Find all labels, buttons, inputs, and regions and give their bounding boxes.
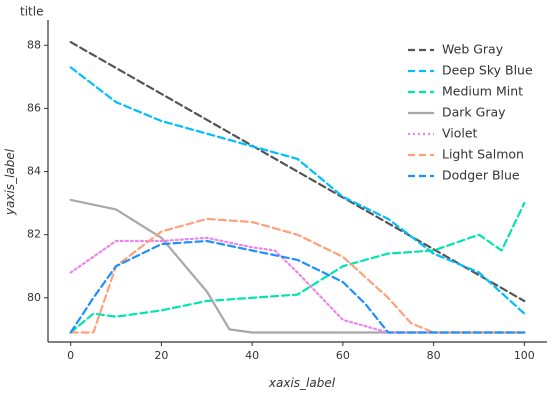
legend-label-medium-mint: Medium Mint <box>442 84 523 99</box>
x-tick-label: 40 <box>245 349 259 362</box>
y-axis-label: yaxis_label <box>3 148 17 216</box>
legend-label-deep-sky-blue: Deep Sky Blue <box>442 63 533 78</box>
y-tick-label: 80 <box>27 291 41 304</box>
series-line-violet <box>69 236 526 334</box>
legend: Web Gray Deep Sky Blue Medium Mint Dark Gra… <box>408 42 533 183</box>
x-tick-label: 100 <box>514 349 535 362</box>
series-line-medium-mint <box>69 202 526 334</box>
legend-label-web-gray: Web Gray <box>442 42 504 57</box>
legend-label-light-salmon: Light Salmon <box>442 147 524 162</box>
x-tick-label: 60 <box>336 349 350 362</box>
axes <box>47 20 547 343</box>
y-tick-label: 88 <box>27 38 41 51</box>
x-tick-label: 0 <box>67 349 74 362</box>
series-line-light-salmon <box>69 217 526 334</box>
y-tick-label: 82 <box>27 228 41 241</box>
plot-area <box>69 40 526 334</box>
y-ticks: 80 82 84 86 88 <box>27 38 48 304</box>
series-line-deep-sky-blue <box>69 66 526 315</box>
legend-label-dark-gray: Dark Gray <box>442 105 506 120</box>
x-tick-label: 80 <box>427 349 441 362</box>
x-axis-label: xaxis_label <box>268 376 336 390</box>
legend-label-dodger-blue: Dodger Blue <box>442 168 520 183</box>
series-line-dodger-blue <box>69 239 526 334</box>
series-line-dark-gray <box>69 198 526 334</box>
x-ticks: 0 20 40 60 80 100 <box>67 342 535 362</box>
y-tick-label: 86 <box>27 101 41 114</box>
x-tick-label: 20 <box>154 349 168 362</box>
legend-label-violet: Violet <box>442 126 478 141</box>
y-tick-label: 84 <box>27 165 41 178</box>
chart-title: title <box>20 5 43 19</box>
series-line-web-gray <box>69 40 526 303</box>
